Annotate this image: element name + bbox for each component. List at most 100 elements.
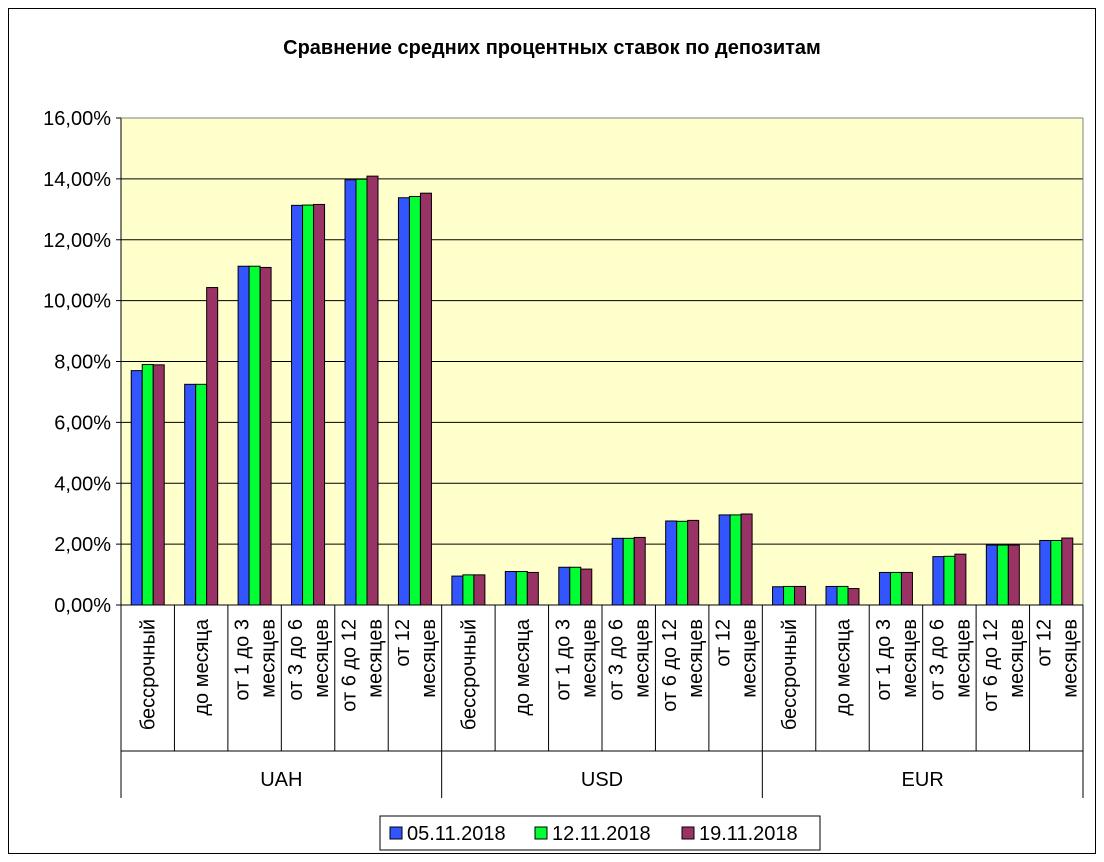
bar xyxy=(889,571,902,606)
bar xyxy=(130,370,143,606)
x-tick-label: от 6 до 12 xyxy=(980,619,1002,712)
bar xyxy=(259,266,272,606)
bar xyxy=(569,566,582,606)
legend-label: 05.11.2018 xyxy=(407,823,506,845)
bar xyxy=(932,556,945,606)
bar xyxy=(1007,544,1020,606)
x-tick-label: месяцев xyxy=(311,619,333,698)
bar xyxy=(515,571,528,606)
x-tick-label: месяцев xyxy=(739,619,761,698)
x-tick-label: от 3 до 6 xyxy=(606,619,628,701)
bar xyxy=(184,383,197,606)
x-tick-label: месяцев xyxy=(258,619,280,698)
bar xyxy=(943,555,956,606)
bar xyxy=(397,197,410,606)
x-tick-label: месяцев xyxy=(578,619,600,698)
bar xyxy=(729,514,742,606)
x-tick-label: месяцев xyxy=(1006,619,1028,698)
y-tick-label: 2,00% xyxy=(54,534,111,556)
y-tick-label: 10,00% xyxy=(43,291,111,313)
bar xyxy=(825,585,838,606)
bar xyxy=(687,519,700,606)
x-tick-label: от 1 до 3 xyxy=(232,619,254,701)
x-tick-label: бессрочный xyxy=(779,619,801,730)
y-tick-label: 8,00% xyxy=(54,352,111,374)
y-tick-label: 4,00% xyxy=(54,473,111,495)
bar xyxy=(1061,537,1074,606)
bar xyxy=(985,544,998,606)
bar xyxy=(291,204,304,606)
legend-label: 12.11.2018 xyxy=(552,823,651,845)
legend-swatch xyxy=(681,826,695,840)
bar xyxy=(248,265,261,606)
x-tick-label: от 12 xyxy=(713,619,735,667)
x-tick-label: от 6 до 12 xyxy=(339,619,361,712)
bar xyxy=(996,544,1009,606)
x-tick-label: бессрочный xyxy=(138,619,160,730)
x-tick-label: месяцев xyxy=(365,619,387,698)
bar xyxy=(344,179,357,606)
bar xyxy=(783,585,796,606)
bar xyxy=(473,574,486,606)
x-tick-label: месяцев xyxy=(418,619,440,698)
bar xyxy=(954,553,967,606)
x-tick-label: от 12 xyxy=(392,619,414,667)
bar xyxy=(408,196,421,606)
bar xyxy=(1039,539,1052,606)
y-tick-label: 14,00% xyxy=(43,169,111,191)
x-tick-label: месяцев xyxy=(685,619,707,698)
chart-svg: Сравнение средних процентных ставок по д… xyxy=(8,8,1096,854)
y-tick-label: 16,00% xyxy=(43,108,111,130)
bar xyxy=(900,571,913,606)
legend-box xyxy=(379,815,821,851)
bar xyxy=(355,178,368,606)
bar xyxy=(633,536,646,606)
legend: 05.11.2018 12.11.2018 19.11.2018 xyxy=(379,815,821,851)
x-tick-label: от 6 до 12 xyxy=(659,619,681,712)
bar xyxy=(195,383,208,606)
chart-title: Сравнение средних процентных ставок по д… xyxy=(283,37,821,59)
bar xyxy=(611,537,624,606)
bar xyxy=(665,520,678,606)
bar xyxy=(313,203,326,606)
bar xyxy=(526,571,539,606)
bar xyxy=(141,364,154,606)
bar xyxy=(558,566,571,606)
bar xyxy=(878,571,891,606)
x-tick-label: от 1 до 3 xyxy=(552,619,574,701)
y-tick-label: 0,00% xyxy=(54,595,111,617)
group-label: EUR xyxy=(902,769,944,791)
x-tick-label: до месяца xyxy=(512,618,534,716)
bar xyxy=(622,537,635,606)
bar xyxy=(302,204,315,606)
x-tick-label: от 1 до 3 xyxy=(873,619,895,701)
x-tick-label: от 3 до 6 xyxy=(926,619,948,701)
bar xyxy=(772,586,785,606)
bar xyxy=(462,574,475,606)
bar xyxy=(794,585,807,606)
bar xyxy=(676,520,689,606)
y-tick-label: 12,00% xyxy=(43,230,111,252)
bar xyxy=(1050,539,1063,606)
bar xyxy=(504,571,517,606)
x-tick-label: месяцев xyxy=(632,619,654,698)
bar xyxy=(740,513,753,606)
x-tick-label: месяцев xyxy=(952,619,974,698)
chart-frame: Сравнение средних процентных ставок по д… xyxy=(8,8,1096,854)
legend-swatch xyxy=(389,826,403,840)
group-label: USD xyxy=(581,769,623,791)
y-tick-label: 6,00% xyxy=(54,412,111,434)
x-tick-label: месяцев xyxy=(1059,619,1081,698)
x-tick-label: от 3 до 6 xyxy=(285,619,307,701)
group-label: UAH xyxy=(260,769,302,791)
bar xyxy=(451,575,464,606)
bar xyxy=(718,514,731,606)
bar xyxy=(419,192,432,606)
bar xyxy=(836,585,849,606)
bar xyxy=(366,175,379,606)
bar xyxy=(206,287,219,606)
bar xyxy=(152,364,165,606)
bar xyxy=(847,588,860,606)
x-tick-label: бессрочный xyxy=(458,619,480,730)
x-tick-label: до месяца xyxy=(191,618,213,716)
